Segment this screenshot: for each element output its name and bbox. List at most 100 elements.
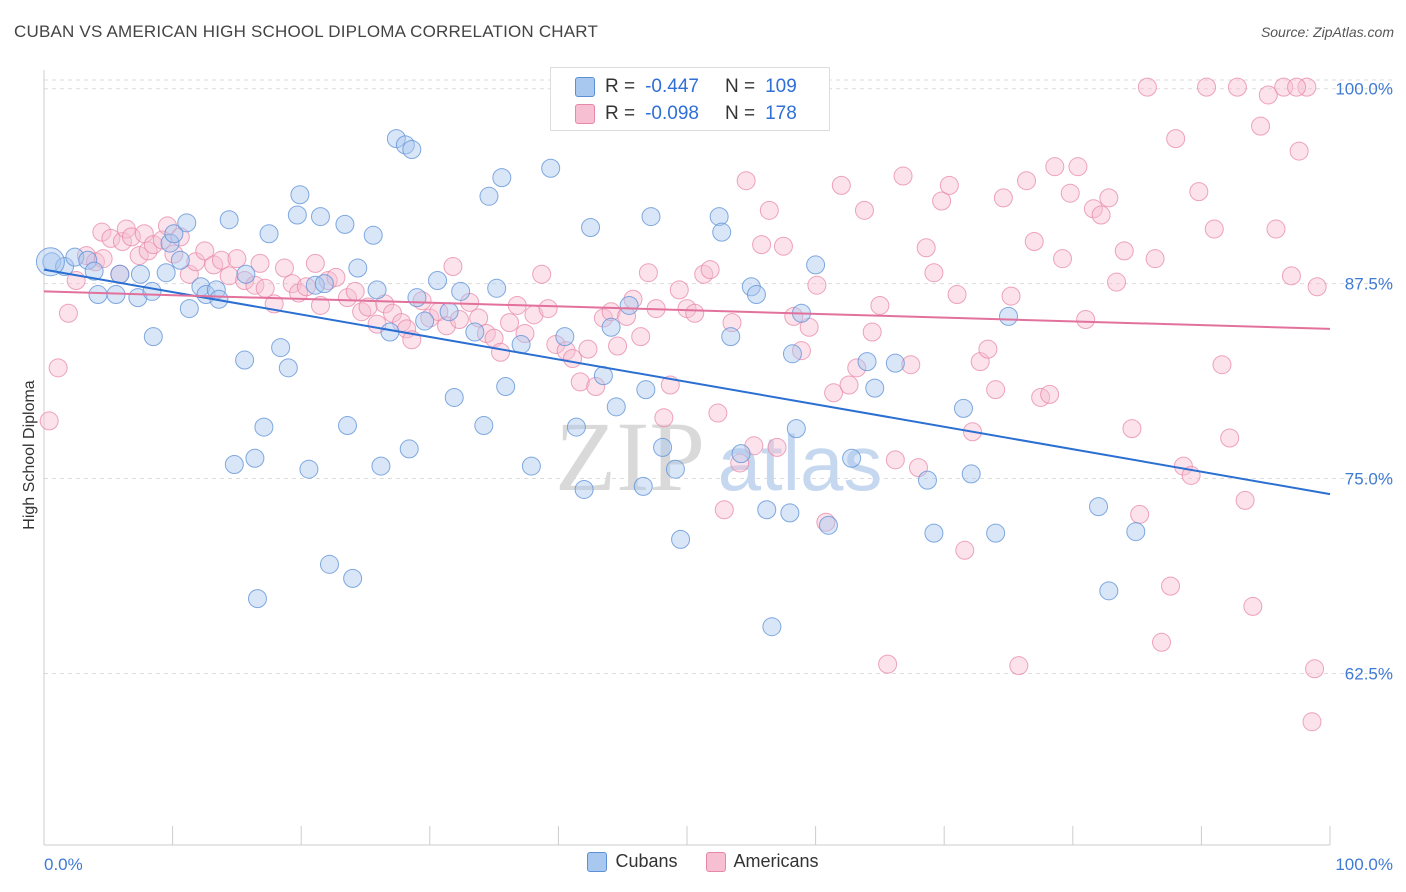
cubans-point-69 (581, 217, 601, 237)
cubans-point-53 (428, 271, 448, 291)
americans-point-30 (250, 253, 270, 273)
americans-point-64 (515, 324, 535, 344)
americans-point-82 (654, 408, 674, 428)
americans-point-137 (1076, 309, 1096, 329)
americans-swatch (575, 104, 595, 124)
cubans-point-5 (88, 285, 108, 305)
americans-trend-line (43, 290, 1331, 330)
americans-point-84 (669, 280, 689, 300)
chart-title: CUBAN VS AMERICAN HIGH SCHOOL DIPLOMA CO… (14, 22, 599, 41)
legend-item-cubans[interactable]: Cubans (587, 851, 678, 872)
cubans-point-16 (177, 213, 197, 233)
cubans-point-3 (78, 250, 98, 270)
cubans-point-83 (731, 444, 751, 464)
watermark-zip: ZIP (555, 401, 705, 512)
americans-point-58 (469, 308, 489, 328)
americans-point-99 (784, 306, 804, 326)
cubans-point-cluster (35, 247, 65, 277)
americans-point-134 (1053, 249, 1073, 269)
cubans-point-82 (721, 327, 741, 347)
cubans-point-33 (290, 185, 310, 205)
cubans-point-57 (465, 322, 485, 342)
americans-point-26 (219, 266, 239, 286)
americans-r-label: R = (605, 103, 636, 124)
cubans-r-label: R = (605, 76, 636, 97)
americans-point-112 (885, 450, 905, 470)
legend-label-americans: Americans (733, 851, 819, 871)
americans-point-119 (939, 175, 959, 195)
americans-point-160 (1251, 116, 1271, 136)
cubans-point-42 (348, 258, 368, 278)
cubans-point-80 (709, 207, 729, 227)
cubans-point-45 (371, 456, 391, 476)
americans-point-155 (1212, 355, 1232, 375)
americans-point-106 (839, 375, 859, 395)
series-cubans (35, 129, 1146, 637)
cubans-point-12 (156, 263, 176, 283)
cubans-point-85 (746, 285, 766, 305)
cubans-point-98 (917, 470, 937, 490)
cubans-point-66 (555, 327, 575, 347)
americans-point-1 (48, 358, 68, 378)
cubans-point-6 (110, 264, 130, 284)
trend-lines (43, 268, 1331, 496)
source-credit: Source: ZipAtlas.com (1260, 24, 1394, 40)
americans-point-13 (129, 246, 149, 266)
americans-point-44 (358, 297, 378, 317)
americans-point-148 (1161, 576, 1181, 596)
cubans-point-13 (160, 233, 180, 253)
cubans-point-86 (757, 500, 777, 520)
americans-point-124 (978, 339, 998, 359)
cubans-point-43 (363, 225, 383, 245)
cubans-point-81 (712, 222, 732, 242)
cubans-point-56 (451, 281, 471, 301)
americans-point-25 (211, 250, 231, 270)
americans-point-126 (993, 188, 1013, 208)
legend-item-americans[interactable]: Americans (705, 851, 819, 872)
americans-point-158 (1235, 490, 1255, 510)
cubans-point-11 (143, 327, 163, 347)
cubans-point-36 (310, 207, 330, 227)
americans-point-136 (1068, 157, 1088, 177)
americans-point-170 (1305, 659, 1325, 679)
cubans-point-103 (999, 306, 1018, 326)
cubans-point-93 (818, 515, 838, 535)
americans-point-109 (862, 322, 882, 342)
americans-point-23 (195, 241, 215, 261)
cubans-point-76 (641, 207, 661, 227)
cubans-point-17 (179, 299, 199, 319)
cubans-point-40 (337, 416, 357, 436)
americans-point-77 (617, 306, 637, 326)
americans-point-121 (955, 540, 975, 560)
series-americans (39, 77, 1327, 732)
americans-point-37 (305, 253, 325, 273)
americans-point-98 (773, 236, 793, 256)
cubans-point-50 (399, 439, 419, 459)
americans-point-135 (1060, 183, 1080, 203)
series-legend: Cubans Americans (0, 851, 1406, 872)
cubans-point-55 (444, 387, 464, 407)
cubans-trend-line (43, 268, 1331, 496)
cubans-point-64 (521, 456, 541, 476)
watermark: ZIP atlas (555, 401, 882, 512)
cubans-point-51 (407, 288, 427, 308)
cubans-point-25 (224, 455, 244, 475)
americans-point-38 (310, 295, 330, 315)
americans-point-147 (1152, 632, 1172, 652)
americans-r-value: -0.098 (645, 103, 699, 124)
americans-point-141 (1107, 272, 1127, 292)
watermark-atlas: atlas (718, 419, 883, 507)
cubans-point-106 (1126, 522, 1146, 542)
americans-point-128 (1009, 656, 1029, 676)
cubans-point-87 (762, 617, 782, 637)
americans-point-168 (1302, 712, 1322, 732)
americans-point-130 (1024, 232, 1044, 252)
americans-point-61 (491, 342, 511, 362)
americans-point-154 (1204, 219, 1224, 239)
americans-point-107 (847, 358, 867, 378)
cubans-point-29 (259, 224, 279, 244)
americans-point-56 (449, 309, 469, 329)
americans-point-156 (1220, 428, 1240, 448)
cubans-point-27 (247, 589, 267, 609)
cubans-point-72 (606, 397, 626, 417)
